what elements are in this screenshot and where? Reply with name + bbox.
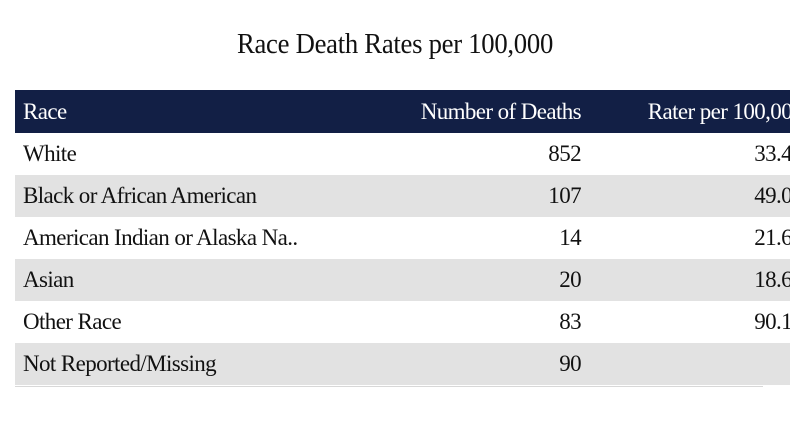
death-rates-table: Race Number of Deaths Rater per 100,000 … xyxy=(15,90,790,385)
deaths-cell: 107 xyxy=(548,183,581,208)
table-title: Race Death Rates per 100,000 xyxy=(236,28,554,60)
header-row: Race Number of Deaths Rater per 100,000 xyxy=(15,90,790,133)
race-cell: Black or African American xyxy=(23,183,257,208)
deaths-cell: 20 xyxy=(559,267,581,292)
column-header-rate: Rater per 100,000 xyxy=(647,98,790,124)
deaths-cell: 83 xyxy=(559,309,581,334)
table-row: American Indian or Alaska Na.. 14 21.60 xyxy=(15,217,790,259)
rate-cell: 33.48 xyxy=(754,141,790,166)
race-cell: Other Race xyxy=(23,309,122,334)
table-row: White 852 33.48 xyxy=(15,133,790,175)
rate-cell: 18.64 xyxy=(754,267,790,292)
column-header-deaths: Number of Deaths xyxy=(420,98,582,124)
table-row: Not Reported/Missing 90 xyxy=(15,343,790,385)
table-row: Asian 20 18.64 xyxy=(15,259,790,301)
rate-cell: 21.60 xyxy=(754,225,790,250)
race-cell: Not Reported/Missing xyxy=(23,351,217,376)
deaths-cell: 90 xyxy=(559,351,581,376)
race-cell: American Indian or Alaska Na.. xyxy=(23,225,298,250)
race-cell: White xyxy=(23,141,77,166)
rate-cell xyxy=(589,343,790,385)
rate-cell: 90.16 xyxy=(754,309,790,334)
column-header-race: Race xyxy=(23,98,67,124)
race-cell: Asian xyxy=(23,267,74,292)
table-row: Black or African American 107 49.08 xyxy=(15,175,790,217)
table-bottom-border xyxy=(15,386,763,387)
rate-cell: 49.08 xyxy=(754,183,790,208)
table-row: Other Race 83 90.16 xyxy=(15,301,790,343)
deaths-cell: 852 xyxy=(548,141,581,166)
deaths-cell: 14 xyxy=(559,225,581,250)
